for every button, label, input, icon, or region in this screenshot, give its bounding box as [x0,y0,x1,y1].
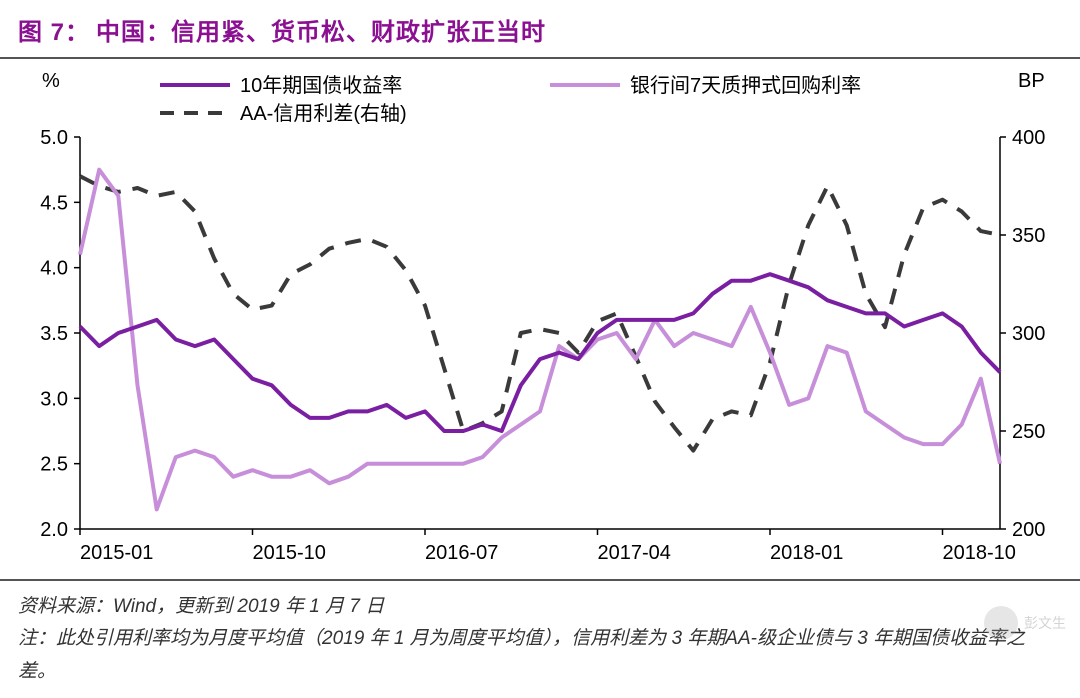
figure-title-text: 中国：信用紧、货币松、财政扩张正当时 [96,19,546,46]
svg-text:BP: BP [1018,70,1045,92]
svg-text:2015-01: 2015-01 [80,542,153,564]
figure-title: 图 7：中国：信用紧、货币松、财政扩张正当时 [0,0,1080,59]
svg-text:200: 200 [1012,519,1045,541]
svg-text:10年期国债收益率: 10年期国债收益率 [240,74,402,97]
figure-number: 图 7： [18,19,90,46]
svg-text:2.5: 2.5 [40,454,68,476]
svg-text:3.5: 3.5 [40,323,68,345]
svg-text:4.0: 4.0 [40,258,68,280]
svg-text:2.0: 2.0 [40,519,68,541]
svg-text:2018-01: 2018-01 [770,542,843,564]
svg-text:300: 300 [1012,323,1045,345]
watermark: 彭文生 [984,606,1066,640]
svg-text:2018-10: 2018-10 [943,542,1016,564]
source-line: 资料来源：Wind，更新到 2019 年 1 月 7 日 [18,591,1062,623]
chart-container: 2.0 2.5 3.0 3.5 4.0 4.5 5.0 200 250 300 350 400 2015… [0,59,1080,579]
svg-text:350: 350 [1012,225,1045,247]
watermark-text: 彭文生 [1024,613,1066,633]
watermark-icon [984,606,1018,640]
svg-text:4.5: 4.5 [40,192,68,214]
svg-text:AA-信用利差(右轴): AA-信用利差(右轴) [240,102,407,125]
svg-text:2015-10: 2015-10 [253,542,326,564]
svg-text:5.0: 5.0 [40,127,68,149]
svg-text:银行间7天质押式回购利率: 银行间7天质押式回购利率 [630,74,861,97]
chart-footer: 资料来源：Wind，更新到 2019 年 1 月 7 日 注：此处引用利率均为月… [0,579,1080,688]
svg-text:400: 400 [1012,127,1045,149]
svg-text:250: 250 [1012,421,1045,443]
line-chart: 2.0 2.5 3.0 3.5 4.0 4.5 5.0 200 250 300 350 400 2015… [0,59,1080,579]
svg-text:%: % [42,70,60,92]
svg-text:3.0: 3.0 [40,388,68,410]
svg-text:2017-04: 2017-04 [598,542,671,564]
svg-text:2016-07: 2016-07 [425,542,498,564]
note-line: 注：此处引用利率均为月度平均值（2019 年 1 月为周度平均值），信用利差为 … [18,623,1062,688]
